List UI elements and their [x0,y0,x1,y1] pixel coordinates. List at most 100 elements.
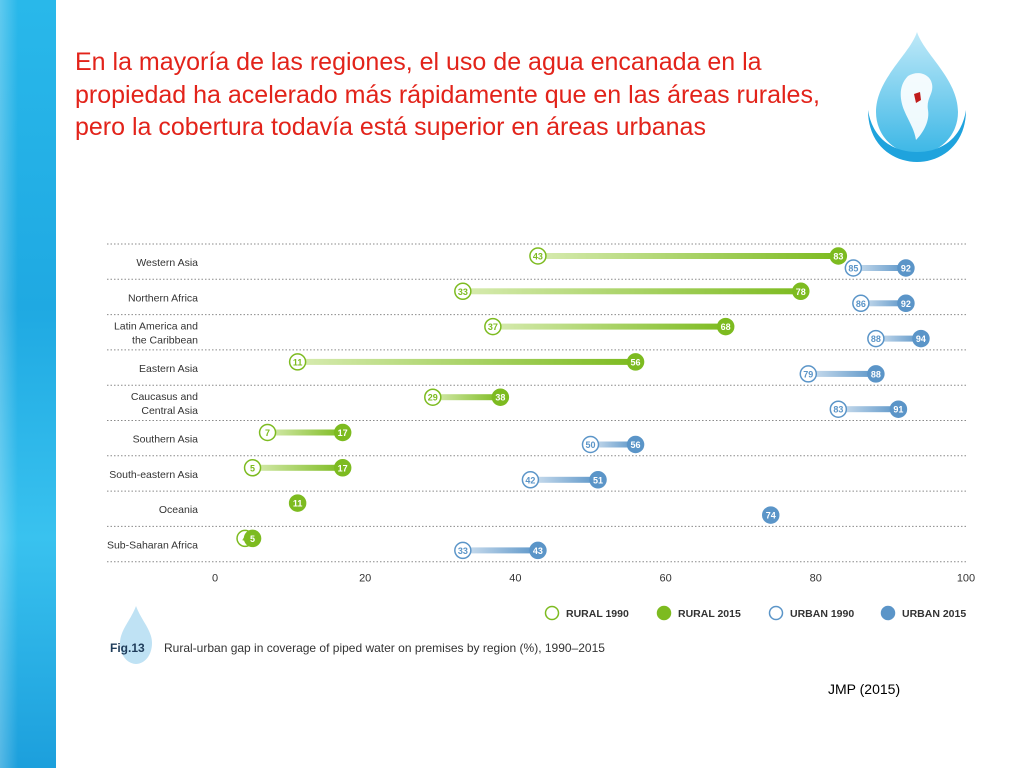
legend-urban-1990-label: URBAN 1990 [790,608,854,620]
urban-2015-point-label: 56 [631,440,641,450]
urban-1990-point-label: 42 [525,475,535,485]
region-label: Northern Africa [128,292,198,304]
x-tick-label: 40 [509,573,521,585]
rural-1990-point [424,388,442,406]
slide-title: En la mayoría de las regiones, el uso de… [75,48,820,141]
urban-1990-point [581,435,600,454]
urban-1990-point-label: 33 [458,546,468,556]
water-drop-globe-logo [868,32,966,162]
rural-2015-point-label: 17 [338,463,348,473]
source-citation: JMP (2015) [828,681,901,697]
urban-2015-point-label: 51 [593,475,603,485]
rural-2015-point [333,459,352,477]
rural-1990-point [288,353,307,371]
urban-1990-point [829,400,848,418]
urban-2015-point-label: 92 [901,264,911,274]
rural-1990-point [484,317,502,336]
urban-1990-point-label: 85 [848,264,858,274]
rural-2015-point [792,282,810,301]
rural-2015-point [829,247,848,265]
legend-urban-2015-label: URBAN 2015 [902,608,966,620]
x-tick-label: 60 [659,573,671,585]
rural-2015-point [491,388,510,406]
rural-1990-point-label: 5 [250,463,255,473]
urban-2015-point-label: 91 [893,405,903,415]
rural-gap-bar [537,253,839,259]
figure-drop-icon [120,606,152,664]
rural-2015-point-label: 5 [250,534,255,544]
rural-gap-bar [252,464,343,471]
rural-2015-point [716,317,735,336]
rural-2015-point [288,494,307,512]
urban-gap-bar [530,476,599,483]
urban-2015-point [626,435,645,454]
region-label: Latin America and [114,321,198,333]
urban-2015-point [912,329,930,348]
region-label: Southern Asia [133,434,199,446]
rural-2015-point-label: 83 [833,252,843,262]
urban-2015-point [897,259,915,277]
urban-2015-point [529,541,547,560]
rural-gap-bar [267,429,343,436]
urban-2015-point [897,294,915,313]
rural-2015-point-label: 78 [796,287,806,297]
rural-gap-bar [492,323,726,330]
figure-caption: Rural-urban gap in coverage of piped wat… [164,641,605,655]
rural-1990-point-label: 43 [533,252,543,262]
urban-1990-point-label: 83 [833,405,843,415]
rural-1990-point-label: 29 [428,393,438,403]
region-label: Western Asia [136,257,198,269]
urban-1990-point [799,365,818,383]
urban-2015-point [589,471,607,489]
urban-2015-point-label: 88 [871,369,881,379]
urban-1990-point [852,294,870,313]
urban-1990-point-label: 79 [803,369,813,379]
urban-1990-point [867,329,885,348]
rural-gap-bar [462,288,801,295]
urban-gap-bar [462,547,538,554]
rural-2015-point-label: 17 [338,428,348,438]
urban-1990-point [454,541,472,560]
urban-2015-point [889,400,908,418]
rural-2015-point [333,423,352,442]
rural-1990-point [529,247,547,265]
region-label: Eastern Asia [139,363,198,375]
urban-2015-point-label: 43 [533,546,543,556]
rural-2015-point-label: 68 [721,322,731,332]
urban-gap-bar [590,441,636,448]
x-tick-label: 100 [957,573,975,585]
x-tick-label: 80 [810,573,822,585]
urban-2015-point [867,365,885,383]
rural-1990-point-label: 37 [488,322,498,332]
legend-urban-1990-swatch [768,605,784,621]
rural-1990-point [243,459,262,477]
urban-1990-point-label: 50 [585,440,595,450]
legend-rural-1990-swatch [544,605,560,621]
legend-rural-2015-label: RURAL 2015 [678,608,741,620]
urban-2015-point-label: 74 [766,511,776,521]
urban-gap-bar [853,265,906,271]
rural-2015-point-label: 38 [495,393,505,403]
rural-1990-point [454,282,472,301]
rural-2015-point [243,529,262,548]
rural-1990-point-label: 33 [458,287,468,297]
left-decorative-band [0,0,56,768]
rural-1990-point-label: 7 [265,428,270,438]
region-label: Oceania [159,504,198,516]
rural-2015-point [626,353,645,371]
x-tick-label: 20 [359,573,371,585]
urban-gap-bar [875,335,921,342]
legend-rural-2015-swatch [656,605,672,621]
urban-1990-point [521,471,540,489]
region-label: Central Asia [141,405,198,417]
rural-gap-bar [297,358,636,365]
urban-1990-point-label: 86 [856,299,866,309]
legend-rural-1990-label: RURAL 1990 [566,608,629,620]
figure-number: Fig.13 [110,641,145,655]
urban-gap-bar [808,370,876,377]
region-label: Sub-Saharan Africa [107,539,198,551]
rural-gap-bar [432,394,501,401]
x-tick-label: 0 [212,573,218,585]
urban-1990-point [844,259,863,277]
